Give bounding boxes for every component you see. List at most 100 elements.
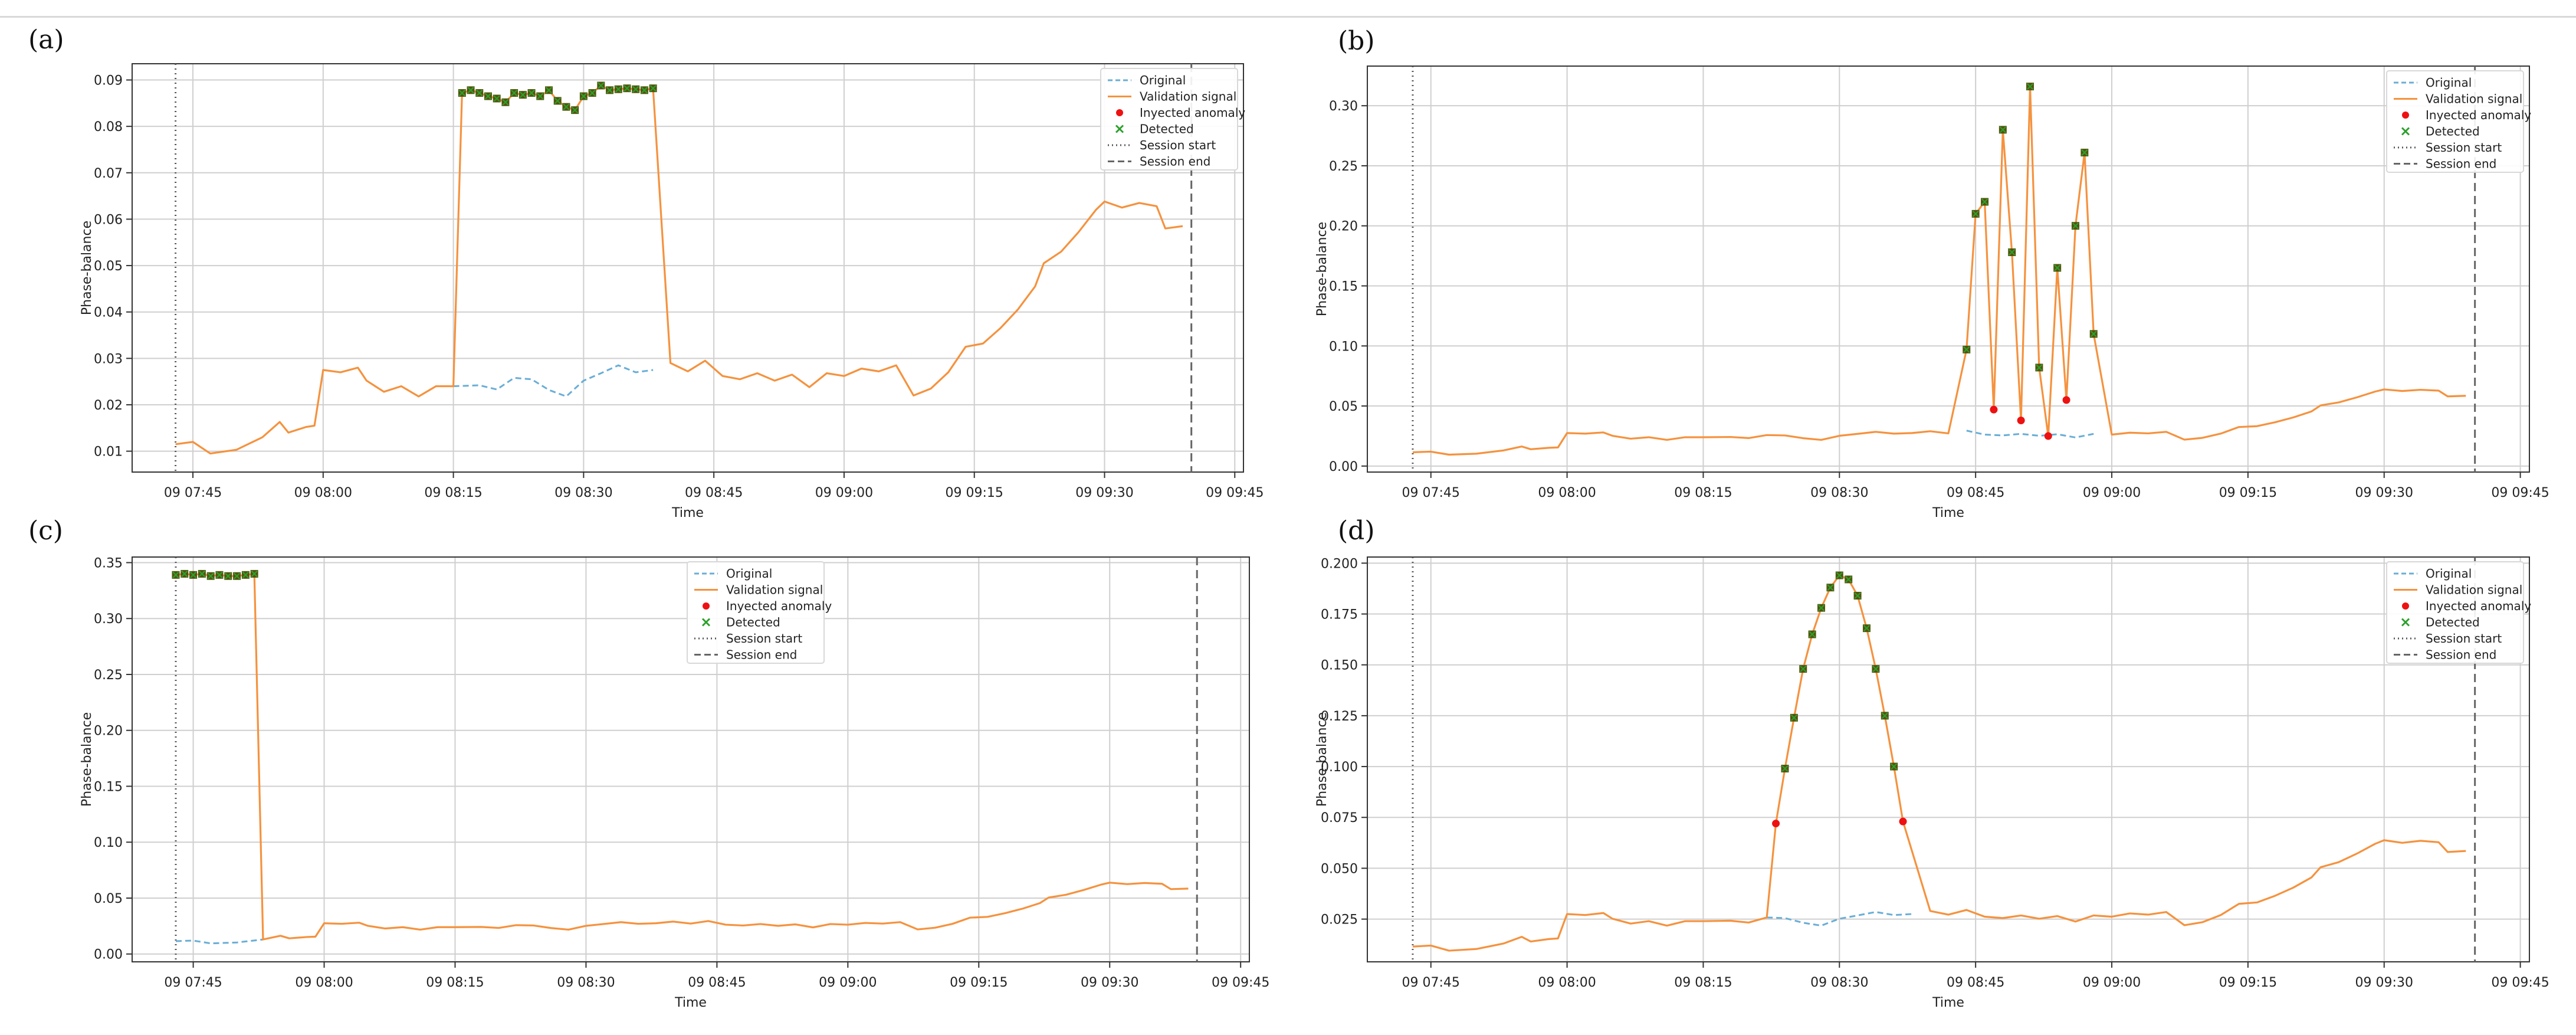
detected-marker-x [1854, 592, 1861, 600]
legend-session-end-label: Session end [2426, 648, 2496, 662]
detected-anomaly-point [1872, 665, 1880, 673]
x-tick-label: 09 09:30 [1081, 975, 1138, 990]
detected-marker-x [615, 86, 622, 93]
detected-anomaly-point [2089, 330, 2098, 338]
detected-anomaly-point [241, 571, 250, 579]
detected-anomaly-point [467, 86, 475, 94]
y-tick-label: 0.05 [94, 892, 123, 906]
x-tick-label: 09 07:45 [1402, 975, 1460, 990]
grid-lines [1367, 66, 2529, 472]
detected-marker-x [554, 97, 561, 104]
detected-marker-x [493, 95, 500, 102]
injected-anomaly-point [1899, 817, 1907, 826]
y-tick-label: 0.00 [94, 948, 123, 962]
legend: Original Validation signal Inyected anomal… [1100, 68, 1245, 171]
detected-anomaly-point [475, 89, 484, 97]
y-axis-label: Phase-balance [80, 221, 94, 315]
y-tick-label: 0.07 [94, 166, 123, 181]
detected-anomaly-point [597, 81, 605, 90]
detected-marker-x [2026, 83, 2034, 90]
detected-anomaly-point [1963, 345, 1971, 353]
legend-injected-swatch [1116, 109, 1123, 116]
detected-marker-x [216, 571, 223, 579]
detected-anomaly-point [2035, 363, 2043, 372]
legend-validation-label: Validation signal [2426, 92, 2522, 106]
y-tick-label: 0.06 [94, 212, 123, 227]
y-tick-label: 0.03 [94, 352, 123, 366]
detected-anomaly-point [2008, 248, 2016, 257]
y-tick-label: 0.05 [94, 259, 123, 274]
detected-marker-x [1817, 604, 1825, 611]
legend-injected-label: Inyected anomaly [726, 599, 832, 613]
detected-anomaly-point [1862, 624, 1871, 633]
detected-marker-x [545, 87, 553, 94]
x-tick-label: 09 09:45 [1206, 486, 1264, 500]
x-tick-label: 09 09:30 [2355, 975, 2413, 990]
x-tick-label: 09 09:00 [819, 975, 877, 990]
y-tick-label: 0.075 [1321, 811, 1358, 826]
original-series-line [453, 364, 654, 398]
detected-marker-x [537, 93, 544, 100]
legend-detected-label: Detected [1140, 122, 1194, 136]
x-axis-label: Time [1932, 995, 1964, 1010]
y-axis-label: Phase-balance [1315, 222, 1330, 316]
panel-label: (b) [1338, 26, 1375, 56]
detected-anomaly-point [579, 92, 588, 100]
detected-anomaly-point [206, 572, 215, 580]
y-tick-label: 0.04 [94, 306, 123, 320]
legend-original-label: Original [1140, 73, 1186, 87]
x-tick-label: 09 08:45 [685, 486, 743, 500]
x-tick-label: 09 09:00 [815, 486, 873, 500]
y-tick-label: 0.05 [1329, 399, 1358, 414]
detected-marker-x [207, 572, 214, 579]
legend: Original Validation signal Inyected anomal… [2386, 561, 2531, 664]
x-tick-label: 09 08:45 [1947, 975, 2004, 990]
y-tick-label: 0.30 [1329, 99, 1358, 114]
legend-injected-swatch [2402, 602, 2409, 610]
detected-anomaly-point [571, 106, 579, 114]
y-tick-label: 0.200 [1321, 556, 1358, 571]
legend-detected-swatch [701, 618, 711, 627]
y-tick-label: 0.20 [1329, 220, 1358, 234]
detected-marker-x [2081, 149, 2088, 156]
detected-anomaly-point [1808, 630, 1816, 638]
detected-marker-x [224, 572, 232, 579]
detected-marker-x [598, 82, 605, 89]
validation-series-line [175, 572, 1189, 941]
x-tick-label: 09 07:45 [1402, 486, 1460, 500]
x-axis-label: Time [674, 995, 707, 1010]
detected-anomaly-point [623, 84, 631, 93]
legend-validation-label: Validation signal [2426, 583, 2522, 597]
validation-series-line [175, 84, 1183, 455]
grid-lines [132, 557, 1249, 962]
y-axis-label: Phase-balance [80, 712, 94, 807]
x-tick-label: 09 09:15 [2219, 975, 2277, 990]
detected-anomaly-point [172, 571, 180, 579]
detected-marker-x [2036, 364, 2043, 371]
legend-box [2386, 70, 2524, 173]
detected-marker-x [1845, 576, 1852, 583]
detected-anomaly-point [1826, 584, 1835, 592]
detected-marker-x [1872, 665, 1879, 673]
detected-anomaly-point [501, 98, 510, 106]
legend-original-label: Original [2426, 76, 2472, 90]
x-tick-label: 09 08:45 [688, 975, 746, 990]
x-tick-label: 09 08:15 [1674, 486, 1732, 500]
validation-series-line [1412, 86, 2466, 456]
detected-anomaly-point [632, 85, 640, 93]
detected-anomaly-point [215, 571, 224, 579]
detected-marker-x [475, 89, 483, 97]
legend-detected-swatch [2401, 618, 2410, 627]
detected-anomaly-point [1981, 198, 1989, 206]
legend-session-start-label: Session start [2426, 140, 2502, 155]
detected-anomaly-point [588, 89, 596, 97]
y-tick-label: 0.10 [1329, 339, 1358, 354]
legend-session-start-label: Session start [1140, 138, 1216, 152]
detected-anomaly-point [614, 85, 622, 93]
chart-panel-4: (d) 09 07:45 09 08:00 09 08:15 09 08:30 09 08… [1315, 516, 2549, 1010]
x-tick-label: 09 08:00 [295, 975, 353, 990]
x-axis-label: Time [671, 506, 704, 520]
x-tick-label: 09 09:00 [2083, 975, 2141, 990]
x-tick-label: 09 09:15 [946, 486, 1003, 500]
plot-frame [1367, 65, 2530, 473]
